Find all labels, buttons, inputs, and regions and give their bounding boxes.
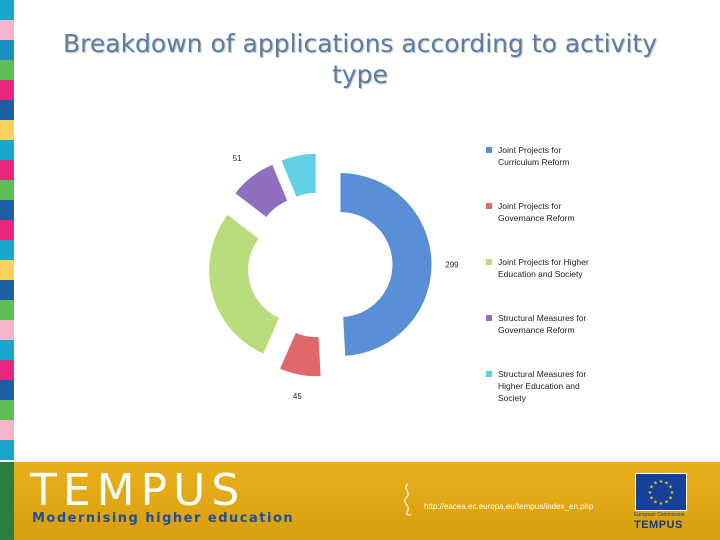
legend-label: Joint Projects for Governance Reform xyxy=(498,201,575,223)
decorative-swirl-icon xyxy=(404,483,412,516)
stripe-block xyxy=(0,160,14,180)
eu-star-icon: ★ xyxy=(659,479,664,485)
stripe-block xyxy=(0,40,14,60)
tagline: Modernising higher education xyxy=(32,511,295,526)
eu-caption: European Commission xyxy=(634,512,685,518)
legend-swatch xyxy=(486,315,492,321)
eu-tempus-logo: ★ ★ ★ ★ ★ ★ ★ ★ ★ ★ ★ ★ European Commission TEMPUS xyxy=(630,470,690,536)
legend-swatch xyxy=(486,371,492,377)
donut-slice xyxy=(208,213,281,355)
donut-slice xyxy=(280,152,317,198)
donut-slice xyxy=(339,171,433,357)
eu-star-icon: ★ xyxy=(649,496,654,502)
footer-band xyxy=(0,462,720,540)
slide-title: Breakdown of applications according to a… xyxy=(63,29,657,89)
legend-label: Joint Projects for Higher Education and … xyxy=(498,257,589,279)
donut-slice xyxy=(233,163,289,219)
stripe-block xyxy=(0,0,14,20)
footer-left-strip xyxy=(0,462,14,540)
legend-swatch xyxy=(486,203,492,209)
stripe-block xyxy=(0,60,14,80)
eu-star-icon: ★ xyxy=(653,480,658,486)
donut-chart: 299451755138 xyxy=(208,152,459,401)
stripe-block xyxy=(0,400,14,420)
data-label: 51 xyxy=(233,154,242,163)
tempus-logo: TEMPUS xyxy=(30,465,246,516)
data-label: 299 xyxy=(445,261,459,270)
stripe-block xyxy=(0,140,14,160)
stripe-block xyxy=(0,440,14,460)
stripe-block xyxy=(0,200,14,220)
stripe-block xyxy=(0,240,14,260)
stripe-block xyxy=(0,420,14,440)
stripe-block xyxy=(0,360,14,380)
eu-star-icon: ★ xyxy=(649,485,654,491)
stripe-block xyxy=(0,80,14,100)
stripe-block xyxy=(0,260,14,280)
eu-flag-icon: ★ ★ ★ ★ ★ ★ ★ ★ ★ ★ ★ ★ xyxy=(635,473,687,511)
eu-star-icon: ★ xyxy=(668,485,673,491)
eu-star-icon: ★ xyxy=(653,500,658,506)
decorative-color-stripe xyxy=(0,0,14,460)
eu-star-icon: ★ xyxy=(648,490,653,496)
legend-label: Structural Measures for Governance Refor… xyxy=(498,313,587,335)
stripe-block xyxy=(0,220,14,240)
eu-star-icon: ★ xyxy=(668,496,673,502)
eu-star-icon: ★ xyxy=(664,500,669,506)
stripe-block xyxy=(0,320,14,340)
stripe-block xyxy=(0,300,14,320)
stripe-block xyxy=(0,100,14,120)
legend-swatch xyxy=(486,147,492,153)
stripe-block xyxy=(0,180,14,200)
stripe-block xyxy=(0,20,14,40)
eu-tempus-text: TEMPUS xyxy=(634,519,683,531)
data-label: 45 xyxy=(293,392,302,401)
legend-label: Structural Measures for Higher Education… xyxy=(498,369,587,403)
stripe-block xyxy=(0,340,14,360)
stripe-block xyxy=(0,120,14,140)
eu-star-icon: ★ xyxy=(670,490,675,496)
stripe-block xyxy=(0,280,14,300)
footer-url[interactable]: http://eacea.ec.europa.eu/tempus/index_e… xyxy=(424,502,594,511)
donut-slice xyxy=(278,331,322,378)
eu-star-icon: ★ xyxy=(664,480,669,486)
legend-swatch xyxy=(486,259,492,265)
eu-star-icon: ★ xyxy=(659,501,664,507)
legend-label: Joint Projects for Curriculum Reform xyxy=(498,145,570,167)
stripe-block xyxy=(0,380,14,400)
